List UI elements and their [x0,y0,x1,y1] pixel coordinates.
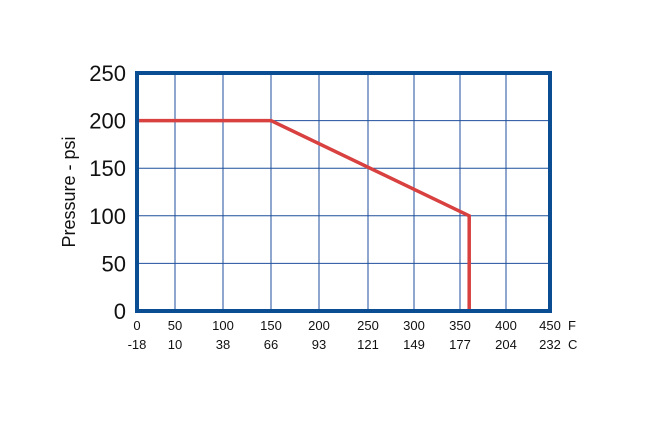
grid [137,73,550,311]
x-tick-label-c: 177 [449,337,471,352]
series-line [137,118,471,311]
x-tick-label-c: 66 [264,337,278,352]
x-tick-label-c: 38 [216,337,230,352]
plot-frame [135,71,552,313]
x-ticks: 0 50 100 150 200 250 300 350 400 450 -18 10 38 66 93 12… [128,318,561,352]
x-tick-label-f: 100 [212,318,234,333]
x-tick-label-c: 232 [539,337,561,352]
y-axis-label: Pressure - psi [59,136,79,247]
y-tick-label: 250 [89,61,126,86]
x-tick-label-c: 204 [495,337,517,352]
x-tick-label-f: 250 [357,318,379,333]
x-tick-label-c: 10 [168,337,182,352]
x-tick-label-f: 300 [403,318,425,333]
x-tick-label-c: 121 [357,337,379,352]
y-tick-label: 150 [89,156,126,181]
x-unit-label-f: F [568,318,576,333]
series [137,118,471,311]
x-tick-label-f: 0 [133,318,140,333]
x-tick-label-f: 200 [308,318,330,333]
x-tick-label-f: 400 [495,318,517,333]
y-tick-label: 0 [114,299,126,324]
x-tick-label-c: -18 [128,337,147,352]
x-tick-label-f: 50 [168,318,182,333]
y-tick-label: 50 [102,251,126,276]
x-tick-label-c: 93 [312,337,326,352]
x-tick-label-c: 149 [403,337,425,352]
y-ticks: 0 50 100 150 200 250 [89,61,126,324]
y-tick-label: 100 [89,204,126,229]
x-tick-label-f: 450 [539,318,561,333]
x-tick-label-f: 350 [449,318,471,333]
y-tick-label: 200 [89,109,126,134]
x-unit-label-c: C [568,337,577,352]
x-tick-label-f: 150 [260,318,282,333]
